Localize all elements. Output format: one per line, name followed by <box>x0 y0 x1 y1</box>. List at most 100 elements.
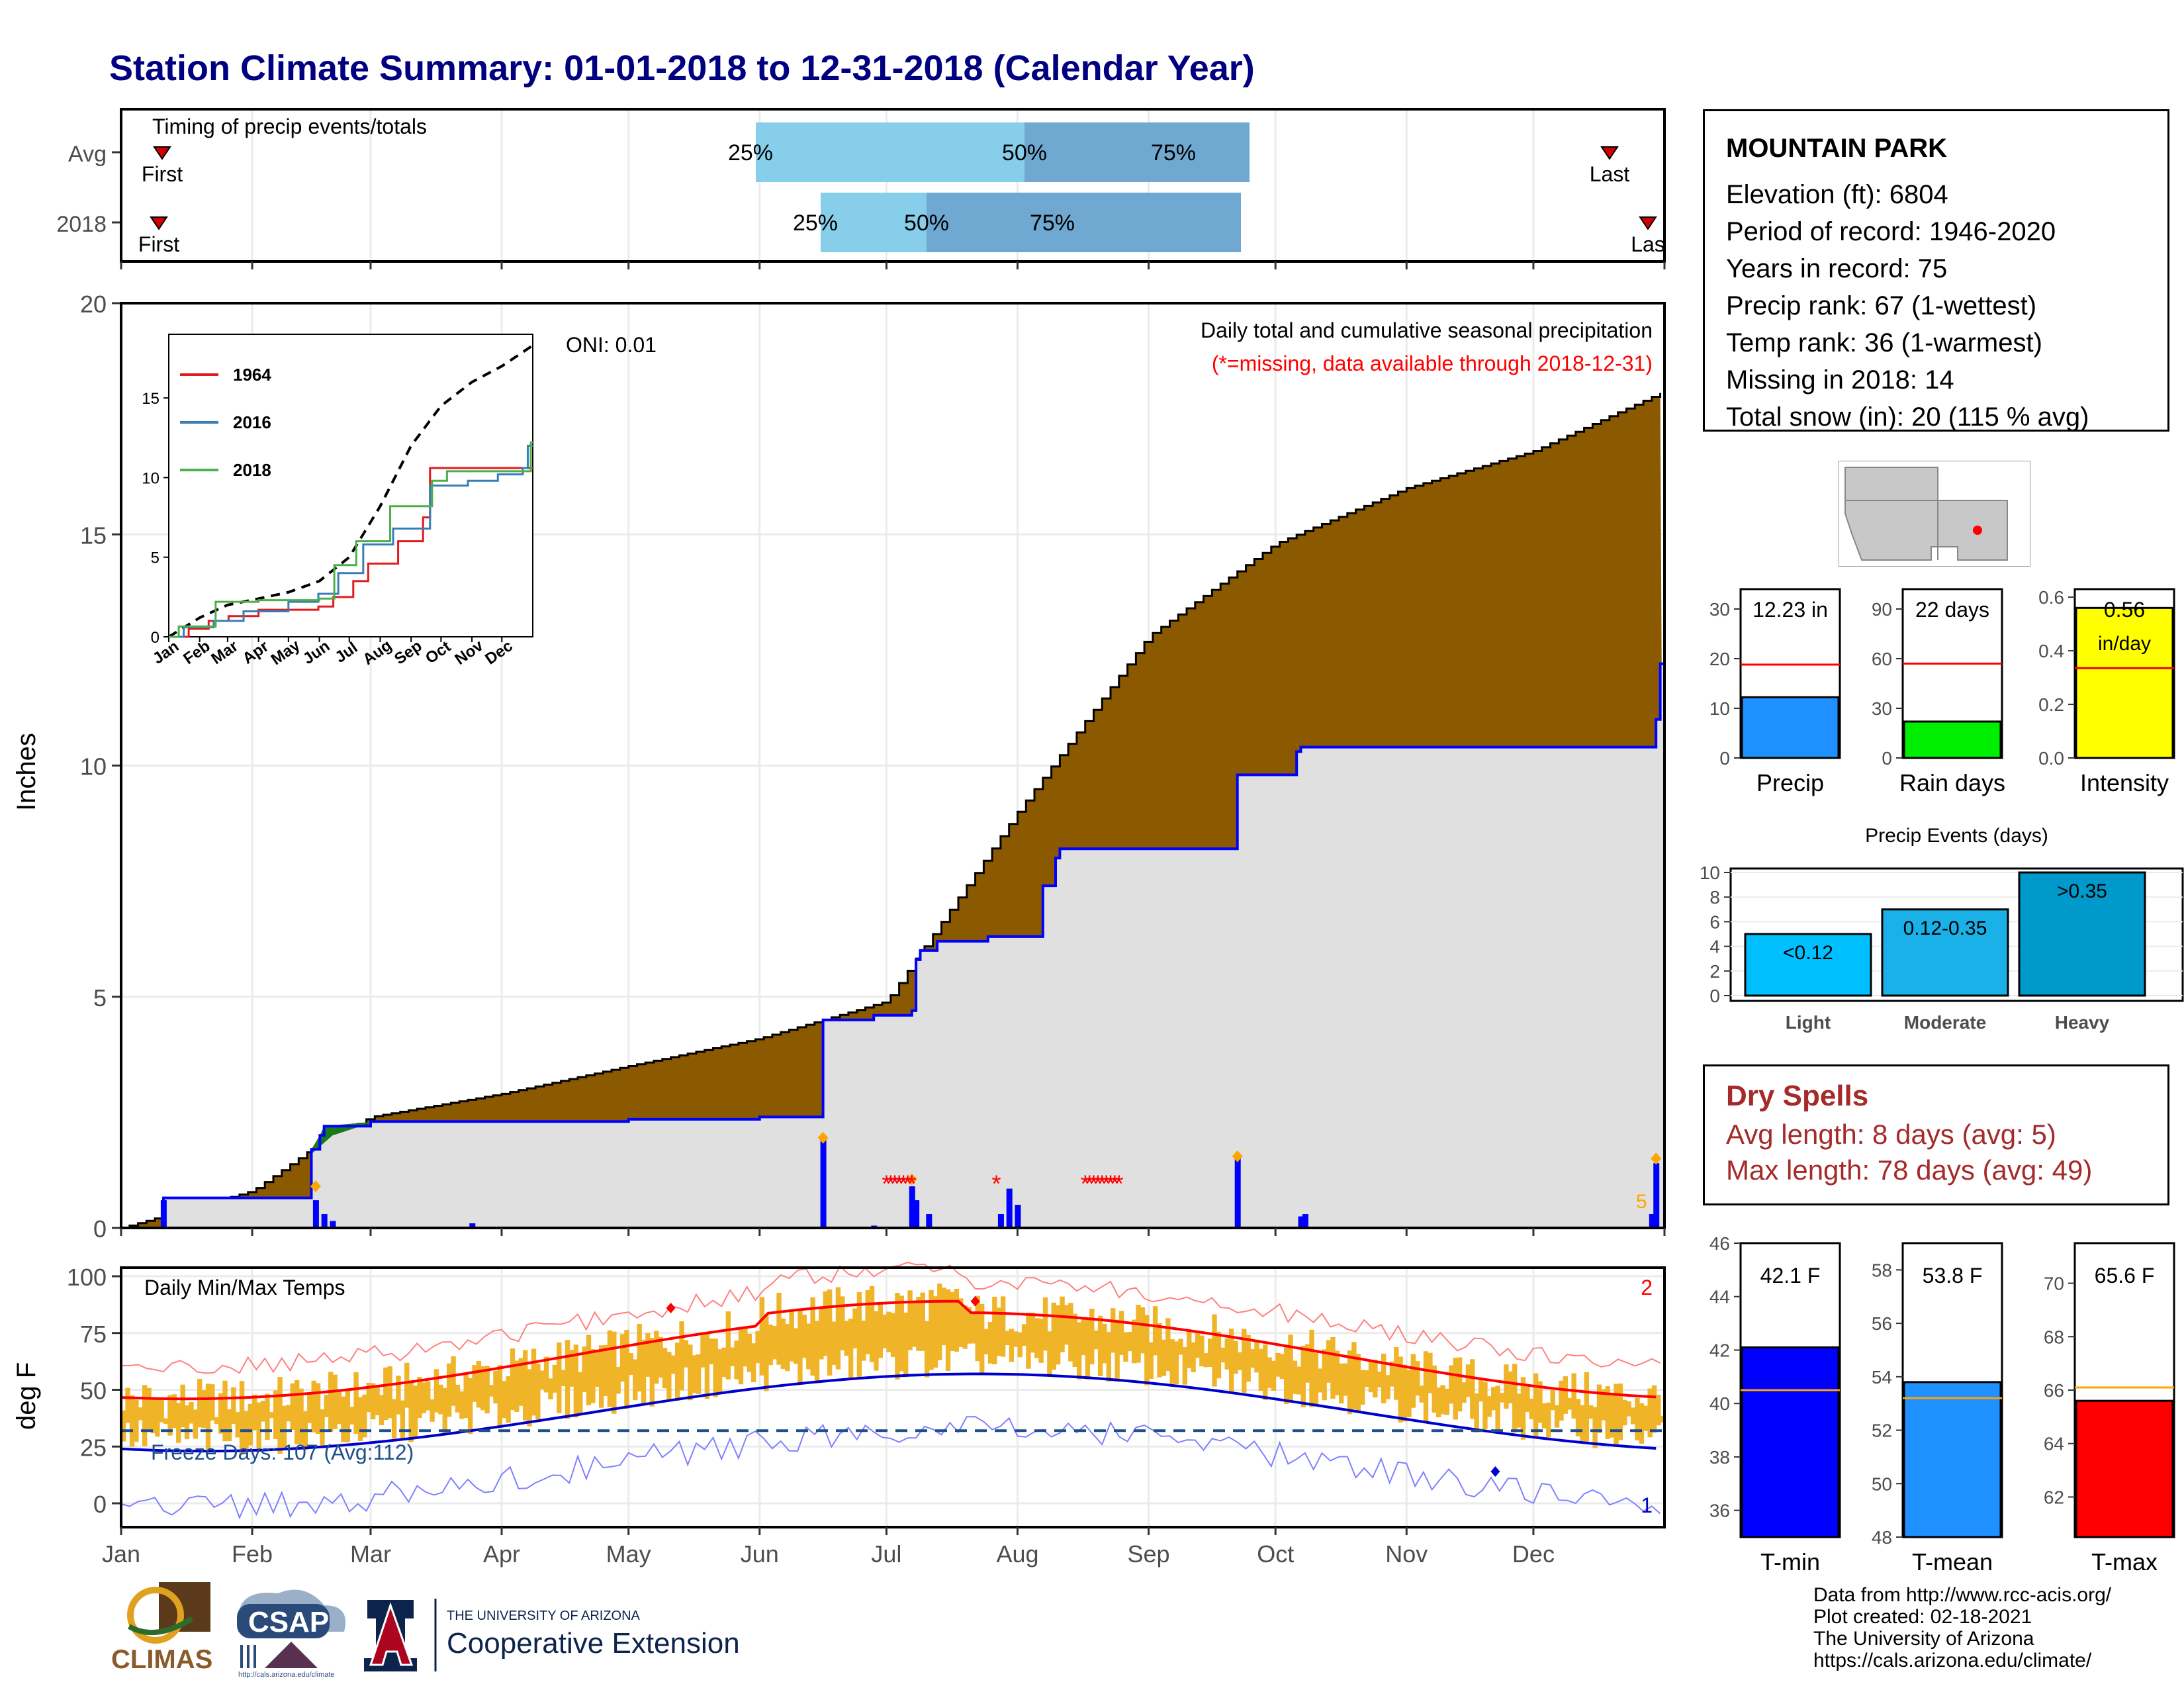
daily-temp-bar <box>484 1366 490 1414</box>
record-low-count: 1 <box>1641 1493 1653 1517</box>
daily-temp-bar <box>780 1318 786 1369</box>
daily-temp-bar <box>1334 1350 1340 1395</box>
daily-temp-bar <box>226 1409 232 1442</box>
tstat-y-tick: 68 <box>2044 1327 2064 1347</box>
daily-temp-bar <box>210 1384 215 1421</box>
daily-temp-bar <box>1068 1303 1073 1362</box>
daily-temp-bar <box>1364 1370 1369 1387</box>
daily-temp-bar <box>1212 1314 1217 1387</box>
y-tick-label: 15 <box>80 522 107 549</box>
month-label: Nov <box>1385 1540 1428 1568</box>
station-name: MOUNTAIN PARK <box>1726 134 1948 163</box>
daily-temp-bar <box>645 1333 651 1377</box>
daily-temp-bar <box>1005 1331 1010 1346</box>
tstat-y-tick: 70 <box>2044 1274 2064 1294</box>
daily-temp-bar <box>801 1315 807 1358</box>
daily-temp-bar <box>670 1355 676 1374</box>
daily-temp-bar <box>1347 1350 1353 1415</box>
daily-temp-bar <box>252 1394 257 1431</box>
climas-logo: CLIMAS <box>111 1582 212 1674</box>
daily-temp-bar <box>899 1295 904 1372</box>
footer-line: The University of Arizona <box>1813 1628 2034 1650</box>
daily-temp-bar <box>1148 1342 1154 1380</box>
daily-temp-bar <box>218 1393 224 1434</box>
daily-temp-bar <box>1152 1306 1158 1356</box>
events-bar-label: >0.35 <box>2057 880 2107 902</box>
daily-temp-bar <box>1123 1332 1128 1362</box>
daily-temp-bar <box>345 1390 351 1442</box>
daily-temp-bar <box>1165 1318 1171 1372</box>
tstat-y-tick: 48 <box>1872 1527 1892 1548</box>
daily-temp-bar <box>840 1296 845 1350</box>
inset-y-tick: 10 <box>142 469 159 487</box>
daily-temp-bar <box>979 1303 985 1376</box>
daily-temp-bar <box>1516 1393 1522 1428</box>
max-marker <box>310 1180 321 1193</box>
daily-temp-bar <box>421 1382 427 1413</box>
daily-temp-bar <box>1465 1364 1471 1397</box>
temp-stats: 36 38 40 42 44 46 42.1 F T-min 48 50 52 54 56 58 53.8 … <box>1709 1233 2175 1575</box>
daily-temp-bar <box>150 1398 156 1434</box>
tstat-y-tick: 58 <box>1872 1260 1892 1280</box>
main-plots: Avg 25% 50% 75% First Last 2018 25% 50% 75% First L… <box>56 108 1666 1568</box>
daily-temp-bar <box>1304 1344 1310 1383</box>
quartile-bar-high <box>1024 122 1250 182</box>
daily-temp-bar <box>548 1378 553 1399</box>
daily-temp-bar <box>683 1340 689 1368</box>
station-line: Precip rank: 67 (1-wettest) <box>1726 291 2037 320</box>
daily-temp-bar <box>430 1399 435 1422</box>
daily-temp-bar <box>1021 1324 1027 1346</box>
daily-temp-bar <box>1140 1307 1146 1354</box>
daily-temp-bar <box>497 1365 503 1427</box>
daily-temp-bar <box>1529 1398 1534 1419</box>
tstat-bar <box>1903 1381 2002 1538</box>
stat-value-label: 0.56 <box>2104 598 2145 622</box>
inset-legend-label: 2016 <box>233 412 271 432</box>
month-label: Jun <box>741 1540 779 1568</box>
daily-temp-bar <box>155 1397 160 1437</box>
precip-y-label: Inches <box>12 733 41 811</box>
daily-temp-bar <box>1013 1331 1019 1347</box>
tstat-y-tick: 54 <box>1872 1367 1892 1387</box>
daily-temp-bar <box>1571 1373 1576 1419</box>
daily-temp-bar <box>1423 1351 1429 1423</box>
daily-temp-bar <box>1575 1399 1581 1436</box>
daily-temp-bar <box>582 1346 587 1392</box>
daily-temp-bar <box>193 1409 199 1439</box>
daily-temp-bar <box>1368 1362 1374 1393</box>
daily-temp-bar <box>1444 1388 1450 1415</box>
daily-temp-bar <box>633 1359 638 1401</box>
daily-temp-bar <box>831 1321 837 1365</box>
daily-temp-bar <box>286 1405 291 1422</box>
daily-temp-bar <box>598 1345 604 1408</box>
inset-legend-label: 2018 <box>233 460 271 480</box>
daily-temp-bar <box>835 1287 841 1370</box>
timing-row-label: 2018 <box>56 212 107 237</box>
inset-series-line <box>169 444 533 638</box>
daily-temp-bar <box>1297 1366 1302 1395</box>
daily-temp-bar <box>674 1342 680 1401</box>
csap-logo: CSAP http://cals.arizona.edu/climate <box>237 1589 345 1678</box>
daily-temp-bar <box>1389 1361 1395 1387</box>
stat-y-tick: 30 <box>1872 698 1892 719</box>
quartile-bar-low <box>821 193 927 252</box>
inset-y-tick: 0 <box>151 629 159 647</box>
daily-temp-bar <box>1131 1319 1137 1364</box>
daily-temp-bar <box>569 1350 574 1387</box>
daily-temp-bar <box>142 1385 148 1446</box>
daily-temp-bar <box>590 1348 596 1403</box>
record-high-marker <box>666 1303 676 1314</box>
daily-temp-bar <box>1580 1405 1585 1441</box>
daily-temp-bar <box>975 1295 980 1362</box>
events-bar <box>1744 933 1872 997</box>
daily-temp-bar <box>163 1418 169 1425</box>
daily-temp-bar <box>764 1315 769 1391</box>
daily-temp-bar <box>692 1355 697 1393</box>
daily-temp-bar <box>1034 1318 1040 1358</box>
daily-temp-bar <box>1626 1401 1631 1417</box>
page-title: Station Climate Summary: 01-01-2018 to 1… <box>109 48 1255 88</box>
daily-temp-bar <box>628 1353 634 1376</box>
station-line: Temp rank: 36 (1-warmest) <box>1726 328 2042 357</box>
daily-temp-bar <box>717 1349 723 1392</box>
daily-temp-bar <box>539 1370 545 1389</box>
